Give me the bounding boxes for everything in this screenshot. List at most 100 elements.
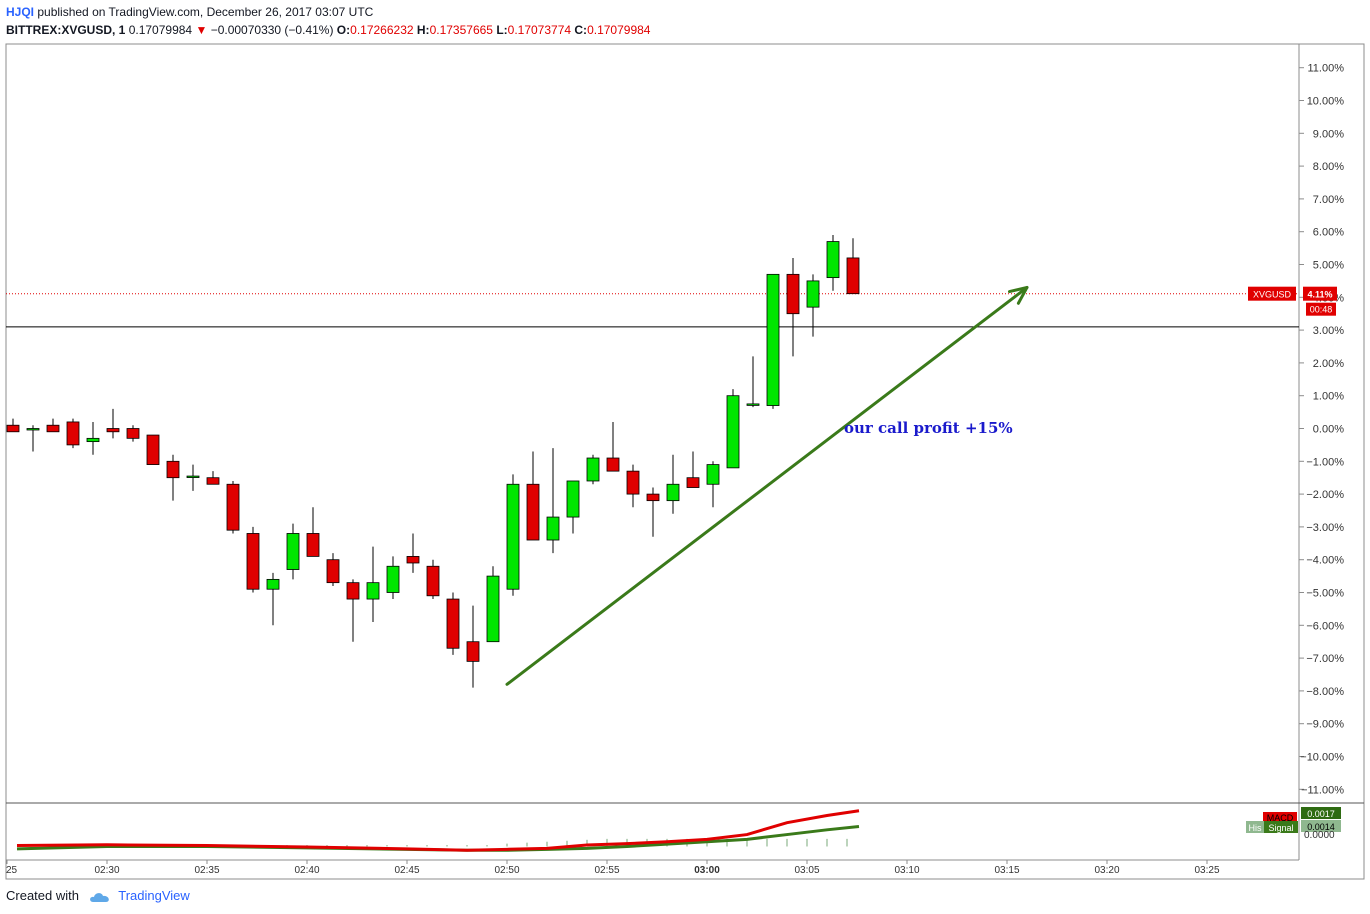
x-tick-label: 03:20 [1094,865,1119,876]
y-tick-label: −7.00% [1306,653,1344,665]
candle-body-down [526,483,540,541]
signal-value-bg [1301,820,1341,832]
change-down-icon: ▼ [195,23,208,37]
y-tick-label: −1.00% [1306,456,1344,468]
candle-body-down [846,257,860,295]
countdown-tag-value: 00:48 [1310,305,1333,315]
y-tick-label: 5.00% [1313,260,1344,272]
candle [406,533,420,573]
y-tick-label: 1.00% [1313,391,1344,403]
x-tick-label: 25 [6,865,18,876]
candle [546,448,560,554]
y-tick-label: 9.00% [1313,128,1344,140]
footer: Created with TradingView [6,888,190,903]
candle [786,257,800,357]
macd-zero-label: 0.0000 [1304,830,1335,841]
candle-body-down [106,428,120,433]
candle-body-up [86,437,100,443]
candle [606,421,620,472]
price-tag-bg [1303,286,1337,301]
candles-layer [6,234,860,688]
signal-line [16,824,860,852]
candle [526,451,540,541]
candle [626,464,640,508]
candle [306,507,320,557]
signal-value: 0.0014 [1307,822,1335,832]
candle-body-up [486,575,500,643]
y-tick-label: −4.00% [1306,555,1344,567]
candle-body-down [786,273,800,315]
candle [106,408,120,439]
x-tick-label: 02:40 [294,865,319,876]
candle-body-down [686,477,700,488]
candle-body-down [6,424,20,433]
chart-header: HJQI published on TradingView.com, Decem… [0,0,1370,44]
reference-lines [6,293,1299,328]
x-tick-label: 03:10 [894,865,919,876]
symbol-line: BITTREX:XVGUSD, 1 0.17079984 ▼ −0.000703… [6,23,650,37]
candle [686,451,700,488]
y-tick-label: 3.00% [1313,325,1344,337]
y-tick-label: −11.00% [1301,784,1344,796]
candle-body-up [566,480,580,518]
candle-body-up [586,457,600,482]
x-tick-label: 02:45 [394,865,419,876]
hist-legend-bg [1246,821,1264,833]
created-with-label: Created with [6,888,79,903]
candle-body-down [166,460,180,479]
low-label: L: [496,23,508,37]
candle [426,559,440,600]
close-label: C: [574,23,588,37]
candle-body-up [826,241,840,279]
countdown-tag-bg [1306,302,1336,316]
macd-value: 0.0017 [1307,809,1335,819]
candle [266,572,280,626]
low-value: 0.17073774 [507,23,572,37]
price-axis[interactable]: 11.00%10.00%9.00%8.00%7.00%6.00%5.00%4.0… [1299,63,1344,797]
candle [746,356,760,408]
open-label: O: [336,23,351,37]
candle-body-down [66,421,80,446]
x-tick-label: 02:35 [194,865,219,876]
candle-body-down [226,483,240,531]
y-tick-label: 11.00% [1308,63,1345,75]
candle [6,418,20,433]
candle-body-up [266,578,280,590]
signal-legend-bg [1264,821,1298,833]
candle-body-down [126,428,140,439]
candle [706,461,720,508]
symbol-tag-label: XVGUSD [1253,290,1292,300]
candle [806,274,820,337]
y-tick-label: −6.00% [1306,620,1344,632]
x-tick-label: 03:25 [1194,865,1219,876]
published-info: published on TradingView.com, December 2… [37,5,374,19]
author-name[interactable]: HJQI [6,5,35,19]
candle [366,546,380,623]
candle-body-up [806,280,820,308]
candle-body-up [666,483,680,502]
candle [566,480,580,534]
tradingview-link[interactable]: TradingView [118,888,190,903]
macd-legend: MACD [1267,813,1294,823]
x-tick-label: 02:30 [94,865,119,876]
candle-body-up [26,428,40,431]
candle-body-down [426,565,440,597]
time-axis[interactable]: 25 02:30 02:35 02:40 02:45 02:50 02:55 03:00 03:… [6,860,1220,876]
candle-body-up [766,273,780,406]
candle [166,454,180,501]
candle [486,566,500,643]
candle [126,425,140,442]
candle-body-down [446,598,460,649]
candle-body-down [326,559,340,584]
y-tick-label: 6.00% [1313,227,1344,239]
candle-body-down [146,434,160,465]
candle [66,418,80,449]
open-value: 0.17266232 [350,23,414,37]
y-tick-label: 8.00% [1313,161,1344,173]
x-tick-label: 02:55 [594,865,619,876]
signal-legend: Signal [1268,823,1293,833]
candle-body-down [46,424,60,433]
y-tick-label: −5.00% [1306,588,1344,600]
x-tick-label: 03:00 [694,865,720,876]
